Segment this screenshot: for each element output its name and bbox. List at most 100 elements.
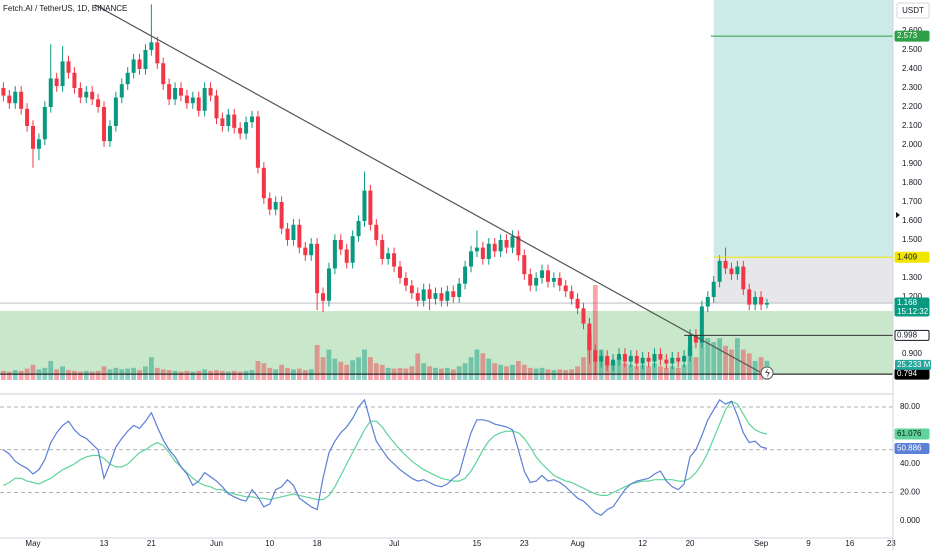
volume-bar [231,370,237,380]
price-badge [894,251,930,263]
rsi-line [3,398,768,517]
candle-body [569,291,574,299]
volume-bar [255,361,261,380]
price-badge-label: 1.409 [897,252,918,261]
candle-body [652,353,657,362]
volume-bar [462,363,468,380]
candle-body [486,243,491,259]
volume-bar [225,371,231,380]
marks [0,4,893,517]
volume-bar [196,370,202,380]
volume-bar [581,357,586,380]
candle-body [581,308,586,324]
candle-body [528,274,533,286]
volume-bar [468,357,474,380]
candle-body [646,357,651,362]
candle-body [244,122,249,134]
volume-badge [895,359,931,370]
volume-bar [48,361,54,380]
volume-bar [758,357,764,380]
x-tick-label: 23 [887,539,896,548]
zone [713,257,893,304]
candle-body [137,59,142,69]
candle-body [451,291,456,297]
price-badge-label: 2.573 [897,31,918,40]
candle-body [356,220,361,237]
candle-body [540,270,545,278]
price-badge [894,442,930,454]
y-tick-label: 2.600 [902,26,923,35]
y-tick-label: 1.300 [902,273,923,282]
volume-bar [89,371,95,380]
x-tick-label: 15 [472,539,481,548]
candle-body [735,266,740,275]
candle-body [143,49,148,69]
volume-bar [421,363,427,380]
candle-body [392,253,397,267]
volume-bar [160,369,166,380]
currency: USDT [902,6,924,15]
volume-bar [640,364,646,380]
volume-bar [77,371,83,380]
candle-body [622,353,627,362]
candle-body [616,353,621,360]
rsi-tick-label: 80.00 [900,402,921,411]
price-badge [894,30,930,42]
marker [896,212,900,218]
x-tick-label: 18 [313,539,322,548]
candle-body [155,42,160,64]
volume-bar [409,366,415,380]
volume-bar [521,364,527,380]
volume-bar [148,357,154,380]
candle-body [48,78,53,107]
volume-bar [54,369,60,380]
candle-body [676,357,681,362]
price-badge [894,428,930,440]
volume-bar [569,369,575,380]
volume-bar [30,364,36,380]
volume-bar [646,366,651,380]
candle-body [682,355,687,362]
candle-body [315,243,320,294]
volume-bar [687,345,693,380]
volume-bar [166,370,172,380]
volume-bar [557,369,563,380]
candle-body [102,106,107,142]
x-tick-label: 10 [265,539,274,548]
volume-bar [545,369,551,380]
y-tick-label: 2.200 [902,102,923,111]
candle-body [261,167,266,199]
candle-body [232,114,237,128]
countdown: 15:12:32 [897,307,929,316]
candle-body [321,293,326,301]
volume-bar [622,363,628,380]
candle-body [759,296,764,305]
candle-body [409,285,414,294]
candle-body [178,87,183,96]
y-tick-label: 2.500 [902,45,923,54]
volume-bar [107,369,113,380]
volume-bar [669,366,675,380]
volume-bar [0,370,6,380]
x-tick-label: Jun [210,539,223,548]
candle-body [427,289,432,299]
volume-bar [249,370,255,380]
volume-bar [551,370,557,380]
y-tick-label: 0.900 [902,349,923,358]
volume-bar [72,370,77,380]
candle-body [764,303,769,305]
volume-bar [450,369,456,380]
candle-body [628,355,633,362]
candle-body [184,95,189,104]
candle-body [78,87,83,98]
candle-body [273,201,278,210]
price-badge-label: 1.168 [897,298,918,307]
x-tick-label: 20 [686,539,695,548]
candle-body [338,239,343,250]
volume-bar [137,370,142,380]
currency-box[interactable] [896,2,930,19]
candle-body [498,239,503,252]
candle-body [60,61,65,87]
